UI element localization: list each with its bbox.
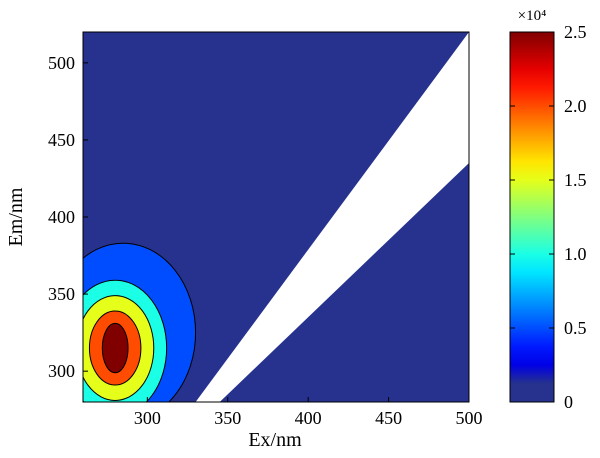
rayleigh-scatter-mask: [195, 32, 469, 402]
y-tick-label: 450: [48, 130, 75, 150]
colorbar-gradient: [509, 31, 555, 403]
colorbar-tick-label: 1.0: [564, 244, 587, 264]
colorbar-tick-label: 0.5: [564, 318, 587, 338]
contour-level: [101, 322, 129, 374]
y-tick-label: 400: [48, 207, 75, 227]
y-axis: 300 350 400 450 500: [48, 53, 88, 381]
y-tick-label: 300: [48, 361, 75, 381]
colorbar-tick-label: 1.5: [564, 170, 587, 190]
y-tick-label: 350: [48, 284, 75, 304]
x-tick-label: 450: [375, 408, 402, 428]
colorbar: 0 0.5 1.0 1.5 2.0 2.5 ×10⁴: [509, 8, 587, 412]
colorbar-tick-label: 2.5: [564, 22, 587, 42]
y-tick-label: 500: [48, 53, 75, 73]
x-tick-label: 400: [295, 408, 322, 428]
x-tick-label: 500: [456, 408, 483, 428]
plot-area: [82, 31, 470, 403]
contour-fills: [83, 242, 197, 402]
colorbar-scale-label: ×10⁴: [518, 8, 547, 24]
x-axis-label: Ex/nm: [248, 429, 302, 451]
colorbar-tick-label: 0: [564, 392, 573, 412]
colorbar-tick-label: 2.0: [564, 96, 587, 116]
x-tick-label: 350: [214, 408, 241, 428]
y-axis-label: Em/nm: [5, 187, 27, 246]
colorbar-ticks: 0 0.5 1.0 1.5 2.0 2.5: [510, 22, 587, 412]
x-axis: 300 350 400 450 500: [134, 397, 483, 428]
x-tick-label: 300: [134, 408, 161, 428]
